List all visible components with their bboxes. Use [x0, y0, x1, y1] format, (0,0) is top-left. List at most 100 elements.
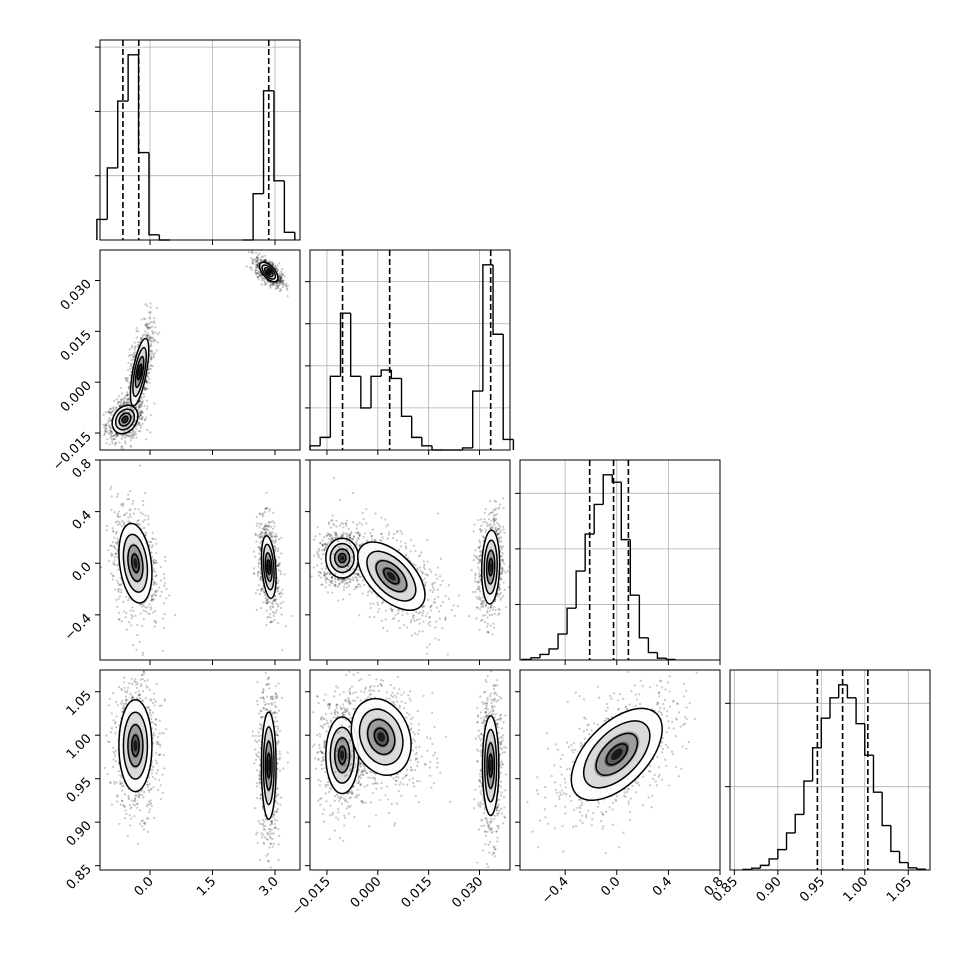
scatter-point: [136, 682, 139, 685]
density-panel-0-1: [99, 249, 301, 457]
scatter-point: [135, 436, 138, 439]
scatter-point: [134, 427, 138, 430]
scatter-point: [267, 280, 270, 283]
scatter-point: [102, 413, 105, 416]
scatter-point: [150, 546, 153, 549]
scatter-point: [261, 512, 265, 515]
scatter-point: [110, 485, 113, 488]
scatter-point: [133, 355, 136, 358]
scatter-point: [259, 588, 263, 591]
scatter-point: [257, 278, 260, 281]
scatter-point: [153, 338, 156, 341]
scatter-point: [134, 678, 137, 681]
scatter-point: [279, 572, 282, 576]
scatter-point: [258, 772, 262, 775]
scatter-point: [274, 826, 277, 829]
scatter-point: [277, 605, 280, 608]
hist-3-bin-12: [846, 684, 857, 699]
scatter-point: [274, 696, 278, 700]
scatter-point: [276, 787, 279, 790]
scatter-point: [148, 540, 152, 544]
hist-1-bin-1: [319, 436, 331, 446]
scatter-point: [137, 694, 140, 697]
scatter-point: [276, 586, 279, 590]
hist-2-bin-5: [566, 607, 577, 635]
scatter-point: [149, 306, 152, 309]
scatter-point: [122, 502, 125, 505]
scatter-point: [154, 331, 157, 334]
scatter-point: [264, 259, 267, 262]
scatter-point: [159, 797, 162, 800]
scatter-point: [262, 527, 265, 531]
scatter-point: [290, 614, 293, 618]
scatter-point: [276, 587, 279, 591]
scatter-point: [138, 694, 141, 697]
scatter-point: [273, 701, 276, 704]
scatter-point: [134, 420, 137, 423]
scatter-point: [114, 455, 116, 457]
scatter-point: [138, 423, 141, 427]
scatter-point: [105, 424, 108, 427]
scatter-point: [151, 325, 154, 328]
hist-2-bin-8: [593, 503, 604, 535]
hist-2-bin-16: [665, 658, 676, 661]
hist-3-frame: [729, 669, 931, 871]
scatter-point: [115, 700, 118, 704]
scatter-point: [274, 826, 277, 829]
scatter-point: [141, 416, 144, 420]
scatter-point: [127, 520, 130, 523]
scatter-point: [131, 606, 134, 609]
scatter-point: [144, 491, 147, 495]
scatter-point: [148, 808, 152, 811]
scatter-point: [263, 283, 266, 286]
scatter-point: [149, 788, 152, 791]
scatter-point: [148, 544, 151, 547]
scatter-point: [150, 599, 154, 602]
scatter-point: [114, 749, 117, 752]
scatter-point: [149, 321, 152, 324]
scatter-point: [266, 280, 270, 283]
scatter-point: [124, 397, 127, 400]
scatter-point: [128, 348, 131, 351]
scatter-point: [124, 809, 127, 812]
hist-1-bin-17: [482, 264, 494, 392]
scatter-point: [263, 592, 266, 595]
scatter-point: [264, 531, 267, 534]
scatter-point: [155, 551, 158, 554]
scatter-point: [136, 623, 139, 627]
hist-1-bin-0: [309, 445, 321, 450]
scatter-point: [149, 312, 152, 315]
scatter-point: [275, 733, 278, 737]
scatter-point: [148, 317, 152, 320]
scatter-point: [282, 283, 285, 286]
scatter-point: [129, 508, 132, 511]
scatter-point: [273, 548, 277, 551]
scatter-point: [279, 595, 282, 598]
scatter-point: [125, 702, 128, 706]
scatter-point: [157, 743, 160, 746]
scatter-point: [150, 340, 153, 343]
scatter-point: [251, 730, 254, 733]
scatter-point: [138, 406, 141, 409]
scatter-point: [279, 280, 282, 283]
scatter-point: [265, 598, 268, 602]
scatter-point: [271, 282, 275, 285]
scatter-point: [152, 354, 156, 357]
scatter-point: [139, 411, 142, 414]
hist-3-bin-20: [916, 867, 926, 870]
scatter-point: [154, 609, 157, 613]
scatter-point: [154, 594, 157, 597]
scatter-point: [264, 259, 267, 262]
scatter-point: [110, 426, 113, 430]
scatter-point: [271, 281, 274, 285]
scatter-point: [141, 411, 145, 414]
scatter-point: [264, 282, 267, 285]
scatter-point: [258, 546, 261, 549]
scatter-point: [261, 514, 265, 518]
scatter-point: [276, 281, 279, 285]
scatter-point: [254, 592, 257, 595]
scatter-point: [247, 251, 250, 254]
scatter-point: [115, 432, 118, 436]
scatter-point: [118, 515, 122, 518]
scatter-point: [256, 785, 259, 788]
